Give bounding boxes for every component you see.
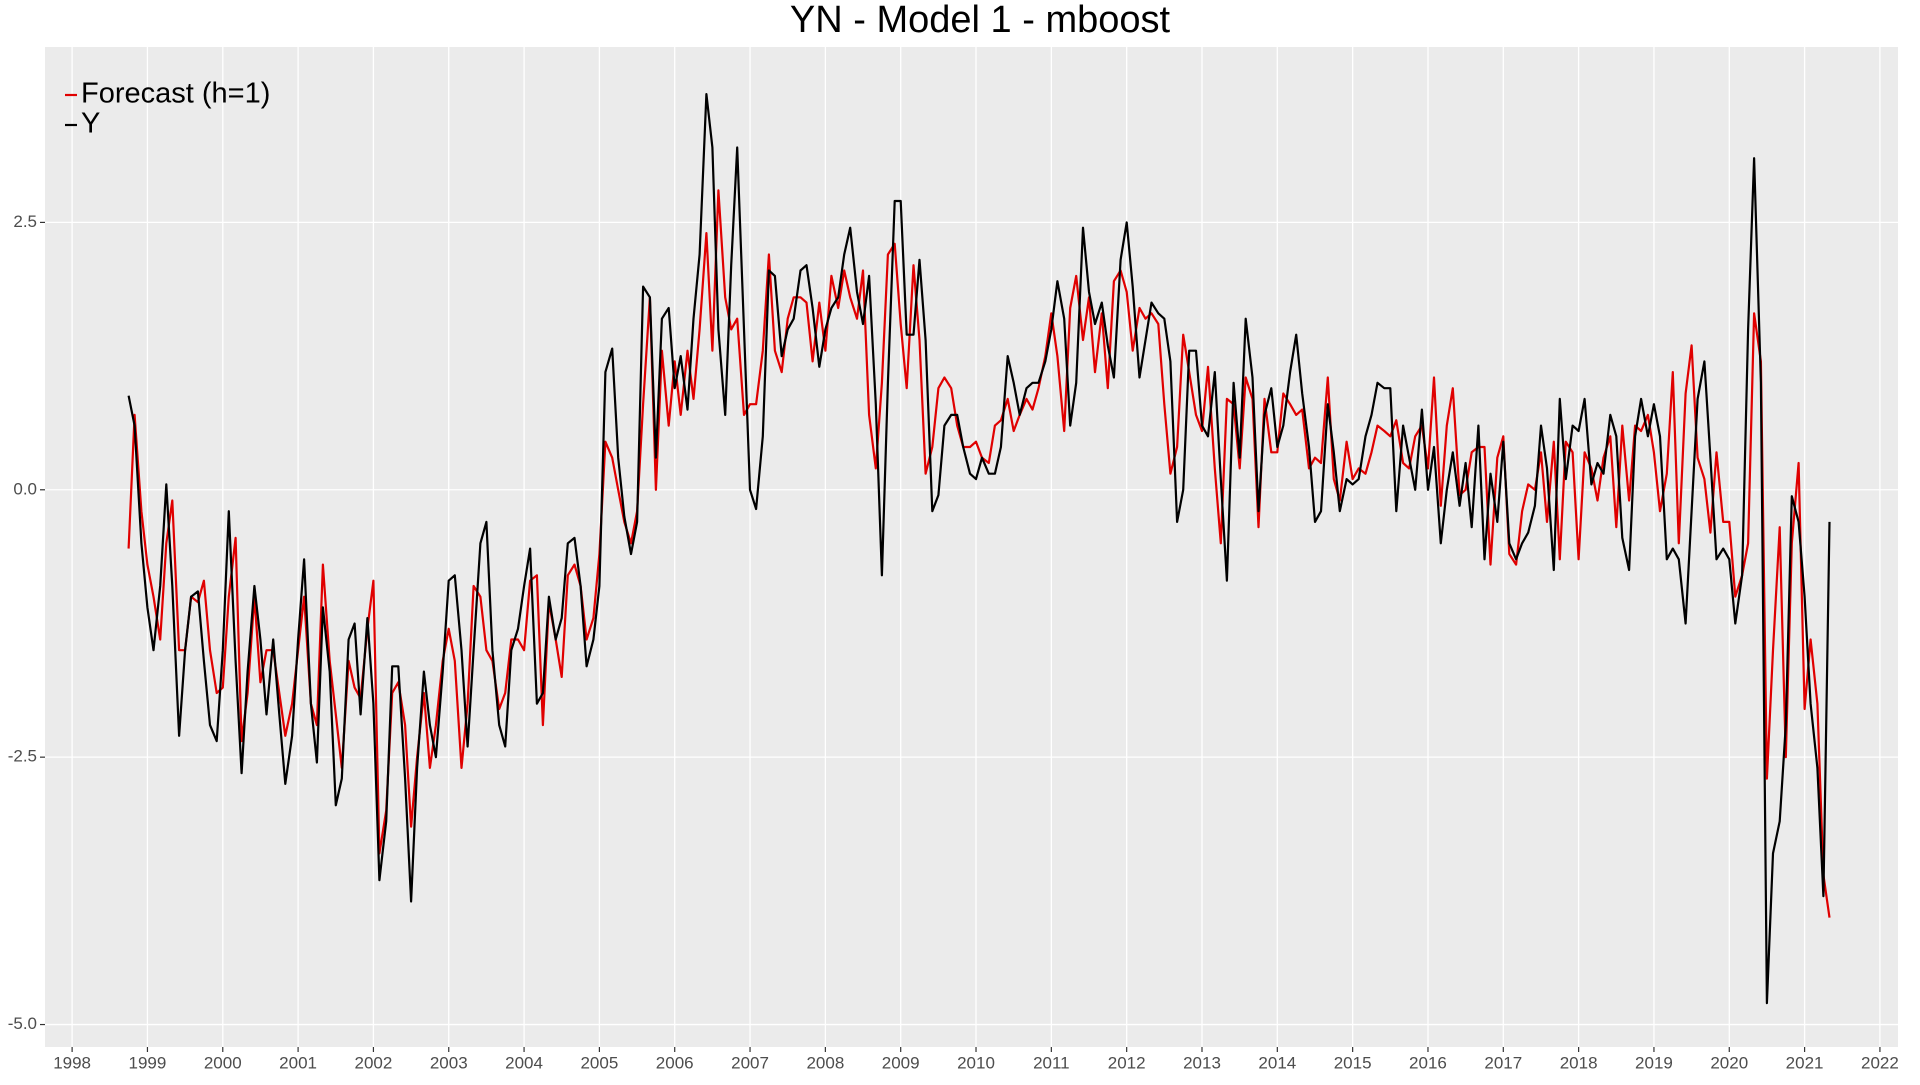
axes: 1998 1999 2000 2001 2002 2003 2004 2005 2006 2007… (8, 212, 1899, 1073)
x-tick-label: 2007 (731, 1053, 769, 1072)
y-tick-label: 0.0 (13, 479, 37, 498)
x-tick-label: 2011 (1033, 1053, 1070, 1072)
x-tick-label: 2018 (1560, 1053, 1598, 1072)
x-tick-label: 2017 (1484, 1053, 1522, 1072)
x-tick-label: 2003 (430, 1053, 468, 1072)
chart-title: YN - Model 1 - mboost (790, 0, 1171, 41)
x-tick-label: 2020 (1710, 1053, 1748, 1072)
x-tick-label: 2014 (1258, 1053, 1296, 1072)
x-tick-label: 2021 (1786, 1053, 1824, 1072)
plot-area (127, 93, 1831, 1005)
x-tick-label: 2000 (204, 1053, 242, 1072)
x-tick-label: 2013 (1183, 1053, 1221, 1072)
x-tick-label: 2015 (1334, 1053, 1372, 1072)
series-line (127, 189, 1831, 918)
x-tick-label: 1998 (53, 1053, 91, 1072)
x-tick-label: 2006 (656, 1053, 694, 1072)
y-tick-label: -5.0 (8, 1014, 37, 1033)
legend-label: Y (81, 108, 100, 140)
y-tick-label: -2.5 (8, 747, 37, 766)
x-tick-label: 2001 (279, 1053, 317, 1072)
legend: Forecast (h=1)Y (65, 78, 270, 140)
x-tick-label: 2009 (882, 1053, 920, 1072)
x-tick-label: 2022 (1861, 1053, 1899, 1072)
x-tick-label: 2004 (505, 1053, 543, 1072)
x-tick-label: 2019 (1635, 1053, 1673, 1072)
x-tick-label: 2005 (580, 1053, 618, 1072)
x-tick-label: 2016 (1409, 1053, 1447, 1072)
x-tick-label: 2012 (1108, 1053, 1146, 1072)
x-tick-label: 2008 (806, 1053, 844, 1072)
x-tick-label: 1999 (129, 1053, 167, 1072)
series-line (127, 93, 1831, 1005)
x-tick-label: 2010 (957, 1053, 995, 1072)
y-tick-label: 2.5 (13, 212, 37, 231)
legend-label: Forecast (h=1) (81, 78, 270, 110)
x-tick-label: 2002 (355, 1053, 393, 1072)
panel-background (45, 47, 1898, 1047)
